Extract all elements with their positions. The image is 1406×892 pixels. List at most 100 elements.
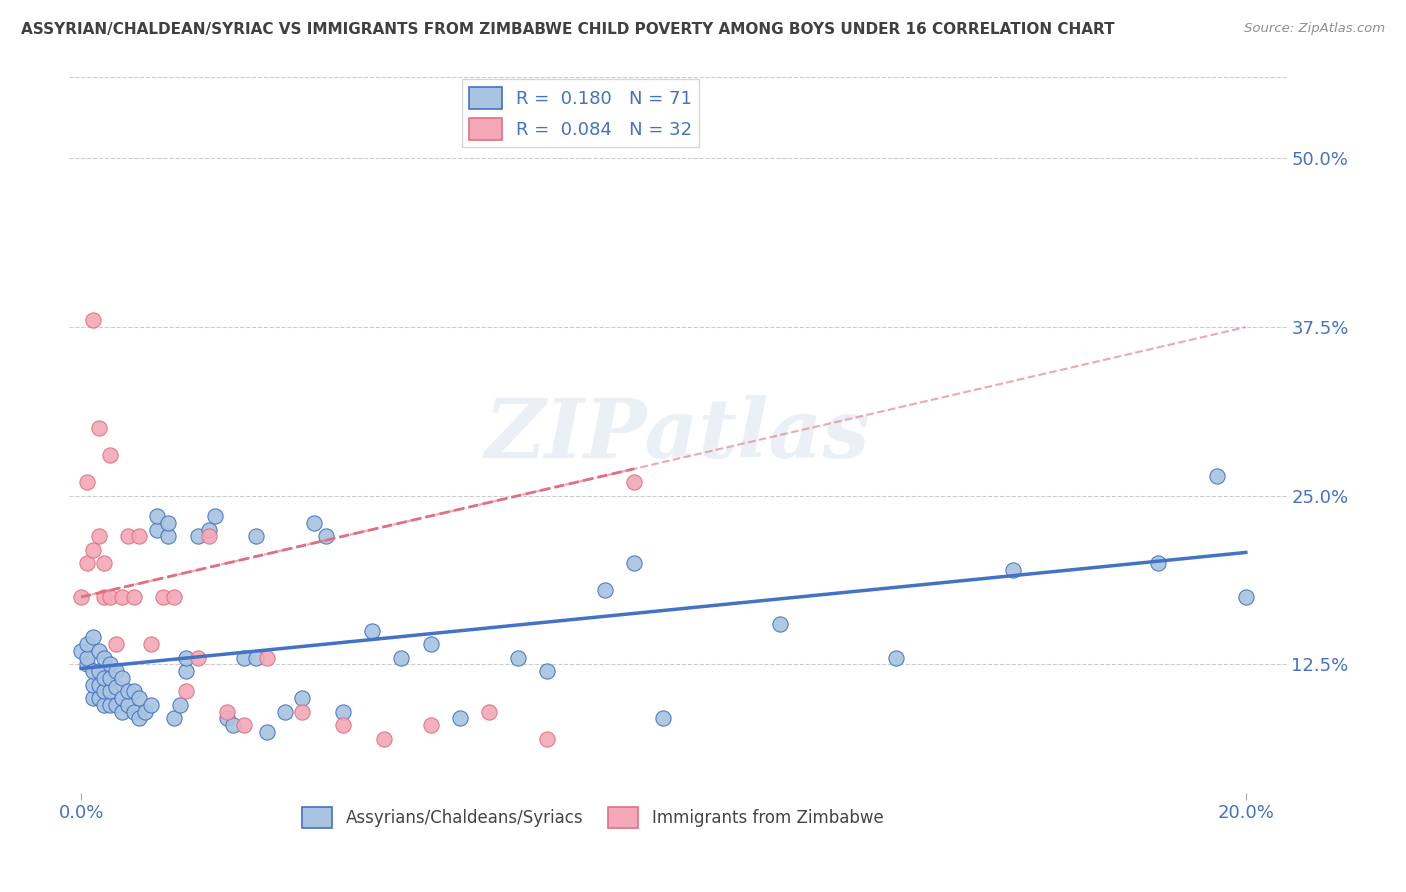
Point [174, 684, 197, 698]
Point [449, 711, 471, 725]
Point [291, 705, 314, 719]
Point [76, 556, 98, 570]
Point [82, 691, 104, 706]
Point [233, 718, 256, 732]
Point [87, 691, 110, 706]
Point [76, 657, 98, 672]
Point [163, 590, 186, 604]
Point [105, 698, 128, 712]
Point [87, 529, 110, 543]
Point [111, 671, 134, 685]
Point [76, 650, 98, 665]
Point [221, 718, 243, 732]
Point [187, 529, 209, 543]
Point [419, 637, 441, 651]
Legend: Assyrians/Chaldeans/Syriacs, Immigrants from Zimbabwe: Assyrians/Chaldeans/Syriacs, Immigrants … [295, 801, 890, 834]
Point [122, 705, 145, 719]
Point [98, 590, 121, 604]
Point [76, 637, 98, 651]
Point [87, 664, 110, 678]
Point [1147, 556, 1170, 570]
Point [128, 529, 150, 543]
Point [215, 711, 238, 725]
Point [478, 705, 501, 719]
Point [111, 705, 134, 719]
Point [105, 637, 128, 651]
Point [76, 475, 98, 490]
Point [93, 698, 115, 712]
Point [117, 684, 139, 698]
Point [98, 448, 121, 462]
Point [245, 650, 267, 665]
Point [256, 650, 278, 665]
Point [169, 698, 191, 712]
Point [146, 508, 169, 523]
Point [361, 624, 384, 638]
Point [152, 590, 174, 604]
Point [134, 705, 156, 719]
Point [886, 650, 908, 665]
Point [98, 684, 121, 698]
Point [163, 711, 186, 725]
Point [215, 705, 238, 719]
Point [198, 523, 221, 537]
Point [70, 590, 93, 604]
Point [332, 705, 354, 719]
Point [70, 644, 93, 658]
Point [139, 698, 162, 712]
Point [93, 650, 115, 665]
Point [87, 644, 110, 658]
Point [117, 698, 139, 712]
Text: ZIPatlas: ZIPatlas [485, 395, 870, 475]
Point [87, 421, 110, 435]
Point [93, 671, 115, 685]
Point [536, 731, 558, 746]
Point [389, 650, 412, 665]
Point [291, 691, 314, 706]
Point [274, 705, 297, 719]
Text: Source: ZipAtlas.com: Source: ZipAtlas.com [1244, 22, 1385, 36]
Point [1234, 590, 1257, 604]
Point [146, 523, 169, 537]
Point [93, 684, 115, 698]
Point [652, 711, 675, 725]
Point [233, 650, 256, 665]
Point [98, 671, 121, 685]
Point [623, 475, 645, 490]
Point [315, 529, 337, 543]
Point [1001, 563, 1024, 577]
Point [174, 650, 197, 665]
Point [87, 678, 110, 692]
Point [174, 664, 197, 678]
Point [1205, 468, 1227, 483]
Point [128, 691, 150, 706]
Point [157, 529, 180, 543]
Point [122, 684, 145, 698]
Point [769, 617, 792, 632]
Point [122, 590, 145, 604]
Point [93, 590, 115, 604]
Point [139, 637, 162, 651]
Point [98, 657, 121, 672]
Point [419, 718, 441, 732]
Point [93, 556, 115, 570]
Point [82, 664, 104, 678]
Point [157, 516, 180, 530]
Point [332, 718, 354, 732]
Point [105, 681, 128, 695]
Point [373, 731, 395, 746]
Point [506, 650, 529, 665]
Point [117, 529, 139, 543]
Point [198, 529, 221, 543]
Point [204, 508, 226, 523]
Point [128, 711, 150, 725]
Text: ASSYRIAN/CHALDEAN/SYRIAC VS IMMIGRANTS FROM ZIMBABWE CHILD POVERTY AMONG BOYS UN: ASSYRIAN/CHALDEAN/SYRIAC VS IMMIGRANTS F… [21, 22, 1115, 37]
Point [105, 664, 128, 678]
Point [256, 725, 278, 739]
Point [98, 698, 121, 712]
Point [82, 313, 104, 327]
Point [187, 650, 209, 665]
Point [536, 664, 558, 678]
Point [245, 529, 267, 543]
Point [111, 691, 134, 706]
